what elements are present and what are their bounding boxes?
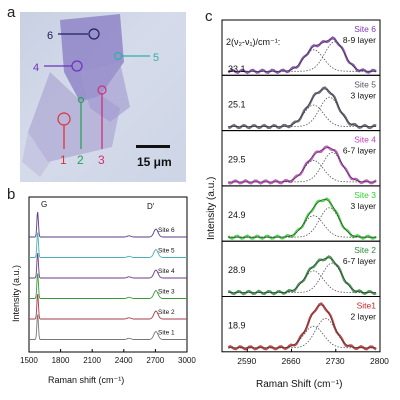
panel-c-fwhm-value: 25.1 xyxy=(228,99,246,109)
panel-c-y-axis-label: Intensity (a.u.) xyxy=(206,177,217,240)
panel-b-spectrum-line xyxy=(29,252,187,279)
panel-c-fit-component xyxy=(228,151,377,183)
panel-b-x-tick-label: 1800 xyxy=(52,356,70,365)
scale-bar-label: 15 μm xyxy=(137,155,172,169)
panel-c-layer-label: 3 layer xyxy=(350,90,376,100)
panel-c-letter: c xyxy=(205,8,213,25)
panel-b-series-group xyxy=(29,211,187,340)
site-2-marker xyxy=(77,96,85,104)
panel-a-letter: a xyxy=(7,4,16,21)
panel-c-layer-label: 6-7 layer xyxy=(343,256,376,266)
panel-c-site-label: Site 5 xyxy=(354,79,376,89)
panel-b-frame xyxy=(28,196,188,353)
panel-c-layer-label: 3 layer xyxy=(350,201,376,211)
panel-b-spectrum-line xyxy=(29,273,187,299)
site-5-label: 5 xyxy=(153,52,159,64)
panel-c-layer-label: 2 layer xyxy=(350,312,376,322)
panel-b-site-label: Site 1 xyxy=(158,330,175,337)
panel-c-fit-total xyxy=(228,147,377,183)
panel-c-layer-label: 8-9 layer xyxy=(343,35,376,45)
panel-c-fwhm-value: 28.9 xyxy=(228,265,246,275)
fwhm-header: 2(ν₂-ν₁)/cm⁻¹: xyxy=(226,37,280,47)
panel-b-spectrum-line xyxy=(29,211,187,238)
panel-b-site-label: Site 4 xyxy=(158,268,175,275)
panel-b-y-axis-label: Intensity (a.u.) xyxy=(11,265,21,322)
panel-c-fit-component xyxy=(228,325,377,349)
panel-c-fit-component xyxy=(228,96,377,127)
panel-c-fit-total xyxy=(228,88,377,127)
peak-d-prime-label: D' xyxy=(147,202,155,211)
panel-c-fwhm-value: 29.5 xyxy=(228,155,246,165)
panel-b-x-tick-label: 2700 xyxy=(146,356,164,365)
panel-c-fwhm-value: 18.9 xyxy=(228,321,246,331)
peak-g-label: G xyxy=(41,200,47,209)
panel-b-x-tick-label: 2100 xyxy=(83,356,101,365)
panel-c-spectrum-line xyxy=(227,197,377,241)
panel-b-x-axis-label: Raman shift (cm⁻¹) xyxy=(48,375,124,385)
site-4-marker xyxy=(71,60,83,72)
panel-c-fit-component xyxy=(228,262,377,293)
scale-bar xyxy=(136,145,170,148)
panel-c-x-tick-label: 2660 xyxy=(282,356,301,366)
panel-c-fit-total xyxy=(228,199,377,238)
panel-c-spectrum-line xyxy=(227,36,377,75)
panel-b-spectrum-line xyxy=(29,293,187,320)
panel-c-x-tick-label: 2800 xyxy=(370,356,389,366)
panel-c-fit-total xyxy=(228,257,377,293)
panel-c-fwhm-value: 33.1 xyxy=(228,64,246,74)
site-2-label: 2 xyxy=(77,153,84,167)
micrograph-drawing: 15 μm 6 4 5 1 2 3 xyxy=(22,14,172,177)
site-5-marker xyxy=(113,51,123,61)
panel-c-x-ticks: 2590 2660 2730 2800 xyxy=(237,348,389,366)
panel-c-fwhm-value: 24.9 xyxy=(228,210,246,220)
panel-c-x-tick-label: 2590 xyxy=(237,356,256,366)
panel-c-fit-total xyxy=(228,38,377,72)
panel-c-fit-component xyxy=(228,207,377,238)
panel-c-fit-total xyxy=(228,304,377,349)
panel-b-site-label: Site 2 xyxy=(158,309,175,316)
panel-b-x-tick-label: 1500 xyxy=(20,356,38,365)
panel-b-letter: b xyxy=(7,186,16,203)
panel-b-spectrum-line xyxy=(29,232,187,258)
panel-c-subpanel-frame xyxy=(221,296,381,353)
optical-micrograph: 15 μm 6 4 5 1 2 3 xyxy=(20,12,186,182)
flake-edge-region xyxy=(22,132,50,177)
panel-c-x-tick-label: 2730 xyxy=(326,356,345,366)
panel-c-site-label: Site 2 xyxy=(354,245,376,255)
site-6-marker xyxy=(88,28,100,40)
panel-c-spectrum-line xyxy=(227,302,377,351)
panel-c-layer-label: 6-7 layer xyxy=(343,146,376,156)
site-6-label: 6 xyxy=(47,30,53,42)
panel-c-site-label: Site 6 xyxy=(354,24,376,34)
panel-c-x-axis-label: Raman Shift (cm⁻¹) xyxy=(256,379,342,390)
panel-c-site-label: Site 3 xyxy=(354,190,376,200)
flake-thin-region xyxy=(28,72,120,162)
panel-b-site-labels: Site 6 Site 5 Site 4 Site 3 Site 2 Site 1 xyxy=(158,227,175,337)
panel-b-site-label: Site 6 xyxy=(158,227,175,234)
site-3-label: 3 xyxy=(98,153,105,167)
panel-b-site-label: Site 5 xyxy=(158,248,175,255)
panel-b-x-tick-label: 2400 xyxy=(115,356,133,365)
site-4-label: 4 xyxy=(33,62,39,74)
panel-b-site-label: Site 3 xyxy=(158,289,175,296)
panel-c-site-label: Site 4 xyxy=(354,135,376,145)
site-1-label: 1 xyxy=(60,153,67,167)
panel-b-x-ticks: 1500 1800 2100 2400 2700 3000 xyxy=(20,349,196,365)
panel-b-x-tick-label: 3000 xyxy=(178,356,196,365)
panel-c-site-label: Site1 xyxy=(357,301,377,311)
panel-b-spectrum-line xyxy=(29,314,187,340)
